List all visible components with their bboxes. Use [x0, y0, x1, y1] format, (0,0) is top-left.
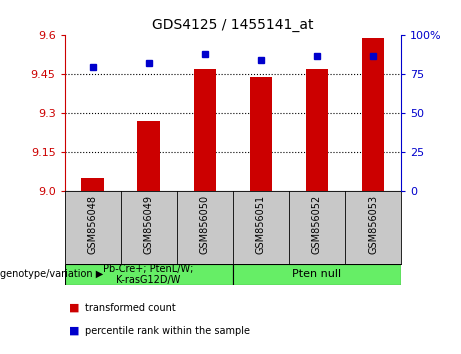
Bar — [137, 121, 160, 191]
Bar — [65, 264, 233, 285]
Bar — [362, 38, 384, 191]
Text: GSM856049: GSM856049 — [144, 195, 154, 254]
Text: GSM856051: GSM856051 — [256, 195, 266, 254]
Text: genotype/variation ▶: genotype/variation ▶ — [0, 269, 103, 279]
Text: ■: ■ — [69, 303, 80, 313]
Text: transformed count: transformed count — [85, 303, 176, 313]
Bar — [82, 178, 104, 191]
Text: Pb-Cre+; PtenL/W;
K-rasG12D/W: Pb-Cre+; PtenL/W; K-rasG12D/W — [103, 263, 194, 285]
Bar — [194, 69, 216, 191]
Text: ■: ■ — [69, 326, 80, 336]
Bar — [233, 264, 401, 285]
Text: GSM856053: GSM856053 — [368, 195, 378, 254]
Text: GSM856052: GSM856052 — [312, 195, 322, 254]
Text: GSM856048: GSM856048 — [88, 195, 98, 254]
Bar — [250, 77, 272, 191]
Bar — [306, 69, 328, 191]
Title: GDS4125 / 1455141_at: GDS4125 / 1455141_at — [152, 18, 313, 32]
Text: percentile rank within the sample: percentile rank within the sample — [85, 326, 250, 336]
Text: Pten null: Pten null — [292, 269, 342, 279]
Text: GSM856050: GSM856050 — [200, 195, 210, 254]
